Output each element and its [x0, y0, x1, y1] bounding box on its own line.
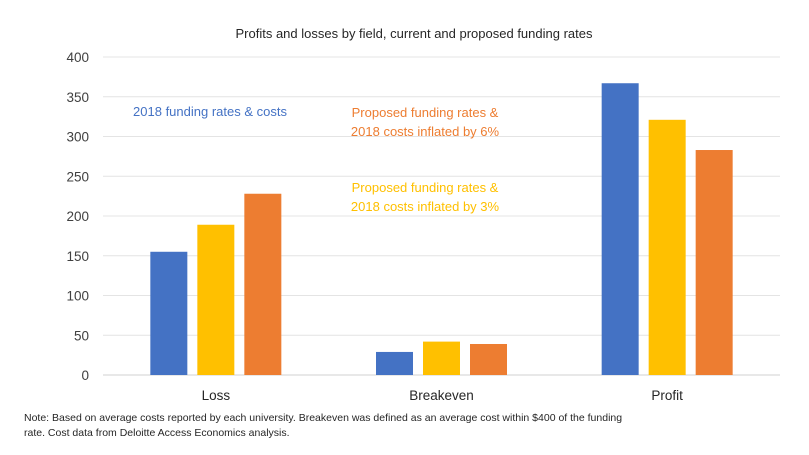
- series-annotations: 2018 funding rates & costs Proposed fundi…: [133, 104, 499, 214]
- bar-loss-series-0: [150, 251, 188, 375]
- y-tick-label: 200: [66, 209, 89, 224]
- bar-breakeven-series-2: [470, 343, 507, 375]
- bars: [150, 83, 733, 376]
- footnote: Note: Based on average costs reported by…: [24, 412, 623, 439]
- y-tick-label: 350: [66, 90, 89, 105]
- annotation-line: 2018 funding rates & costs: [133, 104, 287, 119]
- annotation-line: Proposed funding rates &: [352, 180, 499, 195]
- y-tick-label: 150: [66, 249, 89, 264]
- annotation-line: Proposed funding rates &: [352, 105, 499, 120]
- chart-title: Profits and losses by field, current and…: [236, 26, 593, 41]
- bar-loss-series-1: [197, 224, 235, 375]
- y-axis-ticks: 0 50 100 150 200 250 300 350 400: [66, 50, 89, 383]
- bar-profit-series-0: [601, 83, 639, 376]
- annotation-line: 2018 costs inflated by 3%: [351, 199, 500, 214]
- y-tick-label: 300: [66, 130, 89, 145]
- bar-breakeven-series-1: [423, 341, 460, 375]
- y-tick-label: 250: [66, 169, 89, 184]
- y-tick-label: 0: [81, 368, 89, 383]
- bar-profit-series-2: [695, 150, 733, 375]
- annotation-series-2: Proposed funding rates & 2018 costs infla…: [351, 105, 500, 139]
- bar-loss-series-2: [244, 193, 282, 375]
- x-axis-categories: Loss Breakeven Profit: [202, 388, 684, 403]
- bar-profit-series-1: [648, 119, 686, 376]
- annotation-series-1: Proposed funding rates & 2018 costs infla…: [351, 180, 500, 214]
- annotation-line: 2018 costs inflated by 6%: [351, 124, 500, 139]
- x-category-label: Profit: [651, 388, 683, 403]
- y-tick-label: 50: [74, 328, 89, 343]
- annotation-series-0: 2018 funding rates & costs: [133, 104, 287, 119]
- y-tick-label: 400: [66, 50, 89, 65]
- x-category-label: Breakeven: [409, 388, 474, 403]
- bar-breakeven-series-0: [376, 351, 413, 375]
- y-tick-label: 100: [66, 289, 89, 304]
- x-category-label: Loss: [202, 388, 231, 403]
